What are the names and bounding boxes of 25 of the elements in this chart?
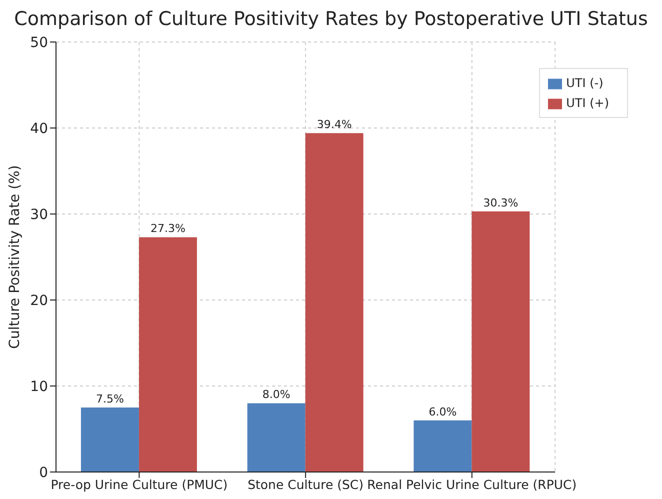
y-tick-label: 30 [30, 206, 48, 223]
y-axis-title: Culture Positivity Rate (%) [6, 165, 23, 349]
y-tick-label: 10 [30, 378, 48, 395]
bar [472, 211, 530, 472]
x-tick-label: Stone Culture (SC) [248, 476, 364, 492]
x-tick-label: Pre-op Urine Culture (PMUC) [50, 476, 228, 492]
data-label: 6.0% [428, 405, 457, 418]
y-tick-label: 50 [30, 34, 48, 51]
x-tick-label: Renal Pelvic Urine Culture (RPUC) [367, 476, 577, 492]
legend-label: UTI (-) [566, 76, 604, 90]
y-tick-label: 40 [30, 120, 48, 137]
y-tick-label: 0 [39, 464, 48, 481]
data-label: 7.5% [96, 392, 124, 406]
data-label: 8.0% [262, 388, 290, 402]
data-label: 39.4% [316, 118, 352, 132]
chart-title: Comparison of Culture Positivity Rates by Postoperative UTI Status [13, 8, 649, 30]
bar [414, 420, 472, 472]
data-label: 30.3% [483, 196, 518, 210]
bar [80, 408, 139, 472]
legend-label: UTI (+) [566, 96, 609, 110]
bar [247, 403, 306, 472]
bar [305, 133, 364, 472]
bar [138, 237, 197, 472]
y-tick-label: 20 [30, 292, 48, 309]
data-label: 27.3% [150, 222, 186, 236]
